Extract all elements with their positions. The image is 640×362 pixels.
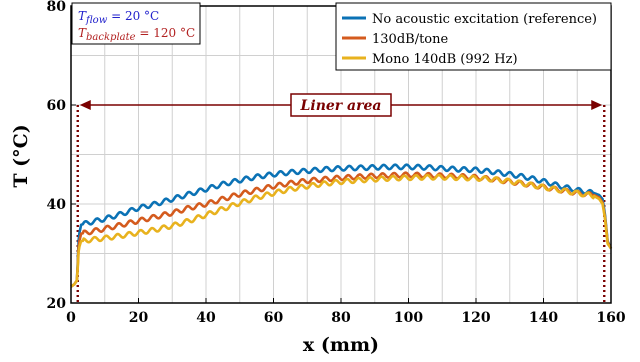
- series-line-mono-140db: [70, 173, 613, 288]
- series-layer: [70, 163, 613, 288]
- y-tick-label: 20: [47, 296, 67, 312]
- liner-area-label: Liner area: [300, 98, 382, 114]
- y-tick-label: 40: [47, 197, 67, 213]
- legend-label-mono-140db: Mono 140dB (992 Hz): [372, 52, 518, 67]
- y-tick-label: 60: [47, 98, 67, 114]
- y-axis-label: T (°C): [10, 124, 32, 187]
- backplate-temperature-label: Tbackplate = 120 °C: [78, 26, 195, 43]
- flow-subscript: flow: [85, 15, 108, 26]
- flow-symbol: T: [78, 9, 87, 23]
- backplate-symbol: T: [78, 26, 87, 40]
- y-tick-label: 80: [47, 0, 67, 15]
- legend: No acoustic excitation (reference) 130dB…: [335, 2, 612, 71]
- x-tick-label: 160: [596, 310, 625, 326]
- liner-area-label-box: [290, 93, 392, 117]
- x-tick-label: 40: [196, 310, 216, 326]
- x-tick-label: 60: [264, 310, 284, 326]
- x-tick-label: 0: [66, 310, 76, 326]
- x-axis-label: x (mm): [303, 334, 379, 356]
- liner-area-arrowhead-left: [79, 100, 91, 110]
- legend-label-reference: No acoustic excitation (reference): [372, 12, 597, 27]
- liner-area-arrowhead-right: [591, 100, 603, 110]
- x-tick-label: 140: [529, 310, 558, 326]
- x-tick-label: 120: [461, 310, 490, 326]
- backplate-value: = 120 °C: [136, 26, 196, 40]
- flow-value: = 20 °C: [107, 9, 159, 23]
- x-tick-label: 20: [129, 310, 149, 326]
- x-tick-label: 100: [394, 310, 423, 326]
- backplate-subscript: backplate: [86, 32, 136, 43]
- conditions-box: Tflow = 20 °C Tbackplate = 120 °C: [71, 2, 201, 45]
- x-tick-label: 80: [331, 310, 351, 326]
- legend-label-130db-tone: 130dB/tone: [372, 32, 448, 47]
- flow-temperature-label: Tflow = 20 °C: [78, 9, 159, 26]
- series-line-reference: [70, 163, 613, 288]
